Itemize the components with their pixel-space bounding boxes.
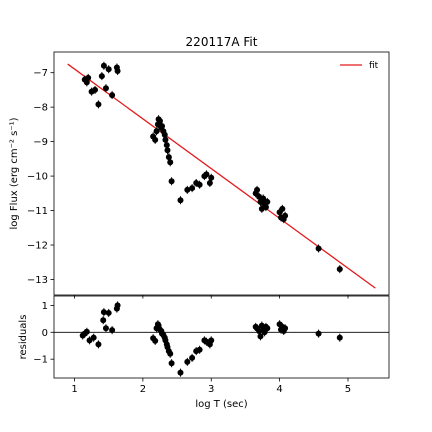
flux-data-point (177, 197, 184, 204)
residuals-panel: residuals log T (sec) −1 0 1 1 2 3 4 5 (18, 295, 390, 410)
flux-data-point (315, 245, 322, 252)
residuals-data-point (167, 350, 174, 357)
flux-panel: 220117A Fit log Flux (erg cm⁻² s⁻¹) −13−… (9, 35, 390, 299)
flux-data-point (114, 67, 121, 74)
flux-data-point (109, 92, 116, 99)
flux-y-tick-label: −8 (33, 103, 48, 114)
residuals-x-ticks: 1 2 3 4 5 (71, 378, 351, 395)
flux-data-point (100, 62, 107, 69)
flux-data-point (153, 128, 160, 135)
flux-y-tick-label: −7 (33, 68, 48, 79)
flux-data-point (163, 142, 170, 149)
fit-line (67, 63, 376, 289)
residuals-data-point (264, 325, 271, 332)
x-tick-label: 2 (140, 384, 146, 395)
flux-data-points (81, 61, 343, 274)
residuals-data-point (83, 328, 90, 335)
x-tick-label: 5 (345, 384, 351, 395)
x-axis-label: log T (sec) (195, 399, 247, 410)
flux-data-point (184, 186, 191, 193)
flux-plot-frame (53, 51, 390, 296)
flux-data-point (254, 186, 261, 193)
flux-data-point (262, 204, 269, 211)
residuals-data-point (315, 330, 322, 337)
residuals-data-point (100, 309, 107, 316)
flux-data-point (189, 185, 196, 192)
flux-data-point (152, 136, 159, 143)
flux-data-point (159, 123, 166, 130)
residuals-data-point (152, 337, 159, 344)
flux-data-point (264, 198, 271, 205)
flux-x-ticks (74, 295, 349, 299)
residuals-data-point (109, 327, 116, 334)
flux-y-axis-label: log Flux (erg cm⁻² s⁻¹) (9, 117, 20, 229)
residuals-data-point (257, 333, 264, 340)
x-tick-label: 4 (276, 384, 282, 395)
residuals-data-point (168, 360, 175, 367)
flux-y-tick-label: −13 (27, 275, 48, 286)
flux-data-point (282, 212, 289, 219)
residuals-data-point (282, 325, 289, 332)
flux-data-point (95, 101, 102, 108)
flux-data-point (105, 66, 112, 73)
flux-y-tick-label: −9 (33, 137, 48, 148)
residuals-y-axis-label: residuals (18, 315, 29, 360)
flux-data-point (92, 86, 99, 93)
flux-y-tick-label: −10 (27, 172, 48, 183)
residuals-data-point (184, 358, 191, 365)
flux-data-point (167, 159, 174, 166)
residuals-data-point (90, 334, 97, 341)
flux-data-point (85, 74, 92, 81)
residuals-plot-frame (53, 295, 390, 379)
residuals-data-point (100, 317, 107, 324)
residuals-data-point (95, 341, 102, 348)
chart-title: 220117A Fit (186, 35, 258, 49)
residuals-data-points (79, 301, 343, 377)
flux-data-point (203, 171, 210, 178)
residuals-data-point (105, 309, 112, 316)
residuals-y-tick-label: 0 (42, 328, 48, 339)
flux-data-point (102, 85, 109, 92)
residuals-data-point (102, 325, 109, 332)
flux-data-point (279, 205, 286, 212)
legend-fit-label: fit (369, 61, 379, 71)
residuals-data-point (196, 346, 203, 353)
residuals-y-tick-label: −1 (33, 355, 48, 366)
flux-y-tick-label: −12 (27, 241, 48, 252)
residuals-data-point (336, 334, 343, 341)
residuals-y-tick-label: 1 (42, 301, 48, 312)
flux-data-point (208, 174, 215, 181)
flux-y-tick-label: −11 (27, 206, 48, 217)
residuals-data-point (208, 337, 215, 344)
residuals-data-point (189, 354, 196, 361)
residuals-y-ticks: −1 0 1 (33, 301, 54, 366)
flux-data-point (196, 181, 203, 188)
flux-data-point (98, 73, 105, 80)
flux-data-point (336, 266, 343, 273)
residuals-data-point (114, 302, 121, 309)
flux-data-point (164, 147, 171, 154)
flux-data-point (161, 131, 168, 138)
flux-data-point (156, 117, 163, 124)
flux-data-point (162, 136, 169, 143)
x-tick-label: 3 (208, 384, 214, 395)
legend: fit (340, 61, 379, 71)
x-tick-label: 1 (71, 384, 77, 395)
flux-y-ticks: −13 −12 −11 −10 −9 −8 −7 (27, 68, 54, 286)
residuals-data-point (177, 369, 184, 376)
flux-data-point (165, 154, 172, 161)
flux-data-point (168, 178, 175, 185)
flux-data-point (206, 179, 213, 186)
